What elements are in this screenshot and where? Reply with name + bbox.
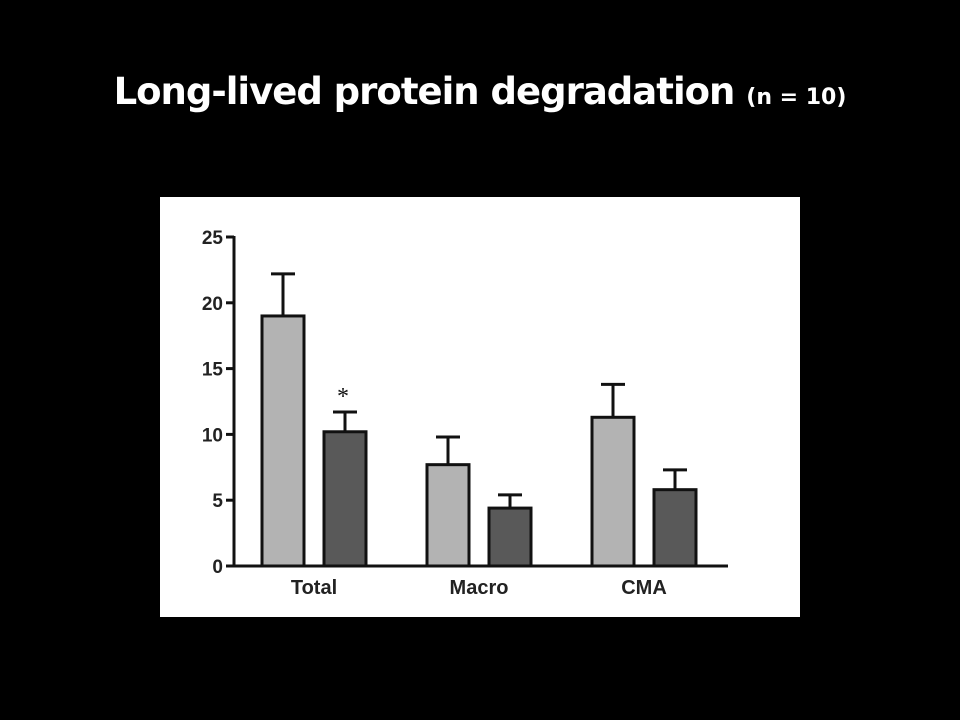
bar-macro-series2 <box>487 506 533 568</box>
x-category-label-cma: CMA <box>621 577 667 599</box>
bar-total-series1 <box>260 314 306 568</box>
bar-cma-series1 <box>590 415 636 568</box>
y-tick-label-0: 0 <box>212 557 223 578</box>
y-tick-label-10: 10 <box>202 425 223 446</box>
x-category-label-macro: Macro <box>450 577 509 599</box>
y-tick-label-15: 15 <box>202 360 224 381</box>
slide-subtitle: (n = 10) <box>746 85 847 110</box>
bar-total-series2 <box>322 430 368 568</box>
bar-cma-series2 <box>652 488 698 568</box>
significance-marker: * <box>337 384 349 410</box>
bar-chart: 0 5 10 15 20 25 Total Macro CMA * <box>202 228 728 599</box>
bar-macro-series1 <box>425 463 471 568</box>
x-category-label-total: Total <box>291 577 337 599</box>
slide-title-text: Long-lived protein degradation <box>113 70 736 113</box>
y-tick-label-20: 20 <box>202 294 223 315</box>
y-tick-label-5: 5 <box>212 491 223 512</box>
slide-title: Long-lived protein degradation (n = 10) <box>0 64 960 126</box>
y-tick-label-25: 25 <box>202 228 224 249</box>
chart-panel: 0 5 10 15 20 25 Total Macro CMA * <box>160 197 800 617</box>
